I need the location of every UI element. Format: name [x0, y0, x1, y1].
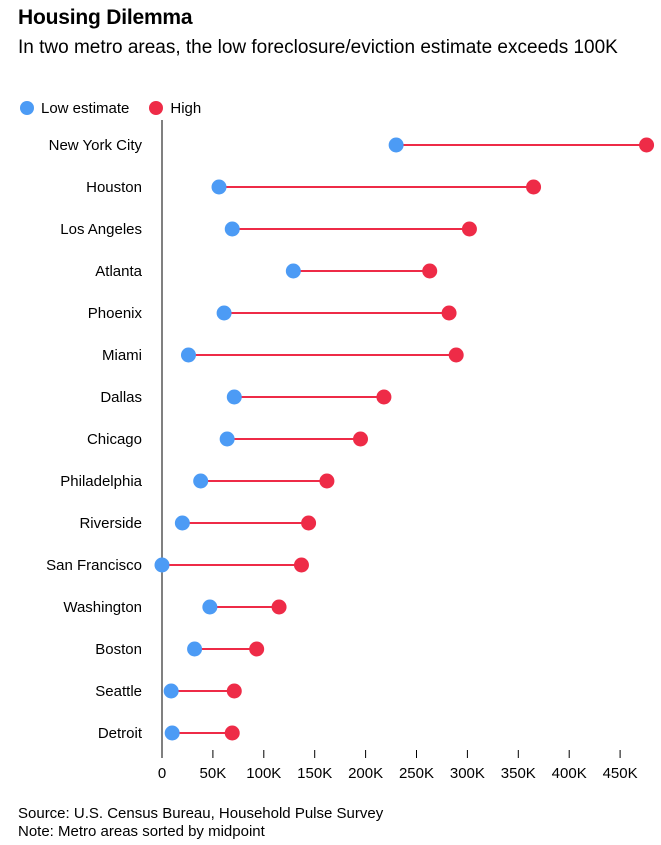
low-point — [193, 473, 209, 489]
category-label: Atlanta — [95, 263, 142, 280]
x-tick-label: 0 — [158, 765, 166, 782]
chart-subtitle: In two metro areas, the low foreclosure/… — [18, 37, 618, 58]
low-point — [285, 263, 301, 279]
category-label: Washington — [63, 599, 142, 616]
high-point — [376, 389, 392, 405]
category-label: Miami — [102, 347, 142, 364]
category-label: Los Angeles — [60, 221, 142, 238]
footer: Source: U.S. Census Bureau, Household Pu… — [18, 805, 383, 841]
high-point — [461, 221, 477, 237]
category-label: Chicago — [87, 431, 142, 448]
x-tick-label: 450K — [603, 765, 638, 782]
low-point — [164, 725, 180, 741]
chart-title: Housing Dilemma — [18, 6, 193, 29]
x-tick-label: 250K — [399, 765, 434, 782]
x-tick-label: 100K — [246, 765, 281, 782]
legend-label-low: Low estimate — [41, 99, 130, 117]
low-point — [163, 683, 179, 699]
legend-swatch-low — [20, 101, 34, 115]
legend-label-high: High — [170, 99, 202, 117]
category-label: Riverside — [79, 515, 142, 532]
category-label: Houston — [86, 179, 142, 196]
low-point — [180, 347, 196, 363]
source-note: Source: U.S. Census Bureau, Household Pu… — [18, 805, 384, 822]
legend-item-high: High — [149, 100, 201, 117]
high-point — [441, 305, 457, 321]
dumbbell-chart: 0 50K 100K 150K 200K 250K 300K 350K 400K 450K New … — [46, 120, 655, 782]
category-label: Detroit — [98, 725, 143, 742]
x-tick-label: 400K — [552, 765, 587, 782]
low-point — [224, 221, 240, 237]
low-point — [154, 557, 170, 573]
category-label: New York City — [49, 137, 143, 154]
high-point — [226, 683, 242, 699]
low-point — [226, 389, 242, 405]
legend: Low estimate High — [20, 97, 221, 119]
high-point — [271, 599, 287, 615]
high-point — [301, 515, 317, 531]
high-point — [353, 431, 369, 447]
x-tick-label: 350K — [501, 765, 536, 782]
category-label: Phoenix — [88, 305, 143, 322]
x-tick-label: 150K — [297, 765, 332, 782]
x-tick-label: 300K — [450, 765, 485, 782]
sort-note: Note: Metro areas sorted by midpoint — [18, 823, 265, 840]
low-point — [211, 179, 227, 195]
low-point — [202, 599, 218, 615]
category-label: Dallas — [100, 389, 142, 406]
high-point — [526, 179, 542, 195]
high-point — [319, 473, 335, 489]
category-label: San Francisco — [46, 557, 142, 574]
low-point — [174, 515, 190, 531]
low-point — [187, 641, 203, 657]
x-tick-label: 50K — [200, 765, 227, 782]
legend-swatch-high — [149, 101, 164, 115]
high-point — [422, 263, 438, 279]
category-label: Seattle — [95, 683, 142, 700]
category-label: Boston — [95, 641, 142, 658]
low-point — [388, 137, 404, 153]
x-tick-label: 200K — [348, 765, 383, 782]
high-point — [249, 641, 265, 657]
high-point — [293, 557, 309, 573]
low-point — [219, 431, 235, 447]
high-point — [639, 137, 655, 153]
category-label: Philadelphia — [60, 473, 142, 490]
legend-item-low: Low estimate — [20, 100, 129, 117]
low-point — [216, 305, 232, 321]
high-point — [448, 347, 464, 363]
high-point — [224, 725, 240, 741]
